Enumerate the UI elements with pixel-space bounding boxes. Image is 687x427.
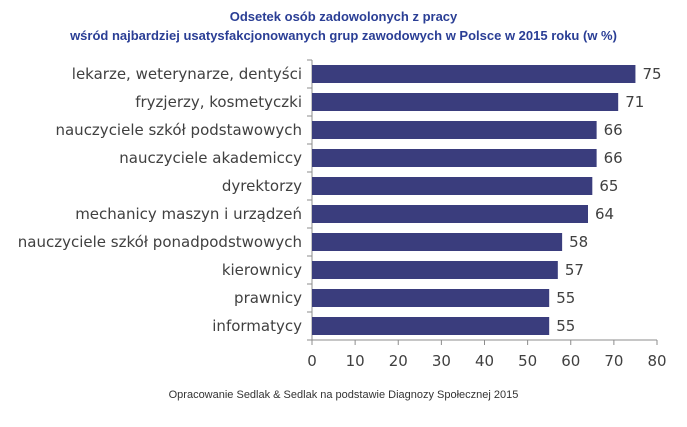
category-label: kierownicy (222, 261, 302, 279)
chart-subtitle: wśród najbardziej usatysfakcjonowanych g… (70, 28, 617, 43)
bar (312, 233, 563, 251)
x-tick-label: 0 (307, 352, 317, 370)
x-tick-label: 50 (518, 352, 537, 370)
data-label: 55 (556, 289, 575, 307)
category-label: prawnicy (234, 289, 302, 307)
bar (312, 261, 558, 279)
data-label: 66 (604, 121, 623, 139)
x-tick-label: 80 (647, 352, 666, 370)
category-label: dyrektorzy (222, 177, 302, 195)
category-label: informatycy (212, 317, 302, 335)
data-label: 55 (556, 317, 575, 335)
data-label: 64 (595, 205, 614, 223)
chart-title: Odsetek osób zadowolonych z pracy (229, 9, 458, 24)
x-tick-label: 70 (604, 352, 623, 370)
category-label: fryzjerzy, kosmetyczki (135, 93, 302, 111)
x-tick-label: 30 (432, 352, 451, 370)
bar (312, 317, 550, 335)
bar (312, 177, 593, 195)
bar (312, 121, 597, 139)
x-tick-label: 40 (475, 352, 494, 370)
bar (312, 93, 619, 111)
data-label: 71 (625, 93, 644, 111)
bar (312, 205, 588, 223)
data-label: 75 (642, 65, 661, 83)
data-label: 57 (565, 261, 584, 279)
x-tick-label: 20 (389, 352, 408, 370)
bar (312, 65, 636, 83)
source-note: Opracowanie Sedlak & Sedlak na podstawie… (168, 389, 519, 401)
category-label: nauczyciele akademiccy (119, 149, 302, 167)
category-label: nauczyciele szkół podstawowych (55, 121, 302, 139)
data-label: 65 (599, 177, 618, 195)
x-tick-label: 10 (346, 352, 365, 370)
category-label: lekarze, weterynarze, dentyści (72, 65, 302, 83)
bar (312, 289, 550, 307)
data-label: 58 (569, 233, 588, 251)
data-label: 66 (604, 149, 623, 167)
category-label: nauczyciele szkół ponadpodstwowych (18, 233, 302, 251)
bar (312, 149, 597, 167)
category-label: mechanicy maszyn i urządzeń (75, 205, 302, 223)
x-tick-label: 60 (561, 352, 580, 370)
